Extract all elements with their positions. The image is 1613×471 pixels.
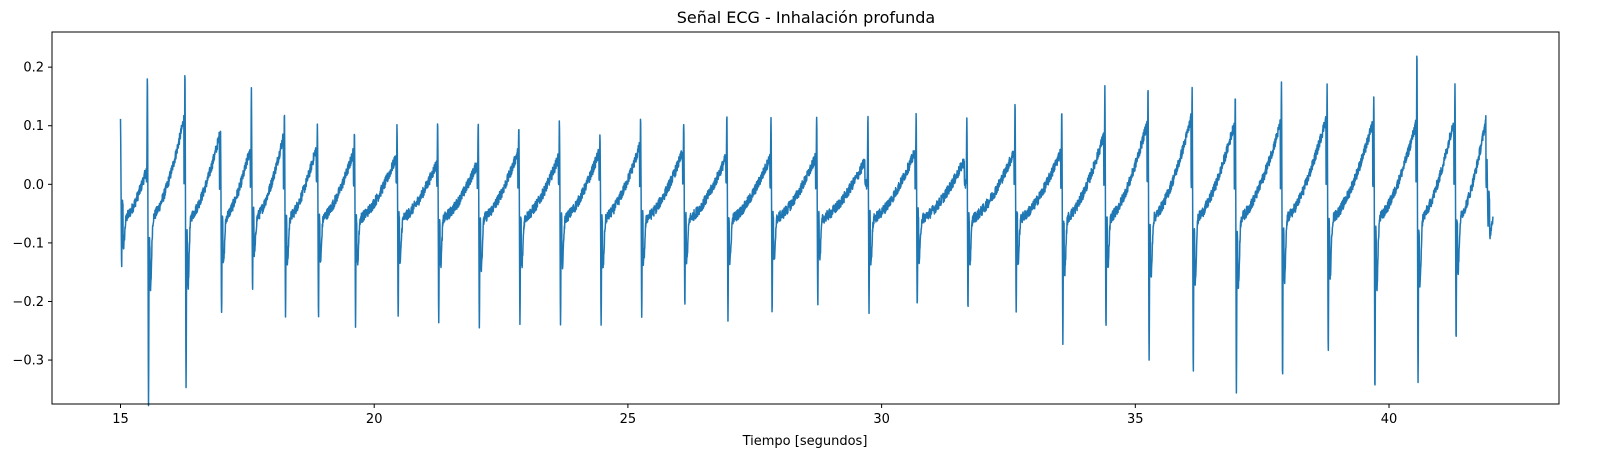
y-tick-label: −0.1 xyxy=(12,236,44,251)
x-tick-label: 35 xyxy=(1127,412,1144,427)
x-tick-label: 25 xyxy=(620,412,637,427)
x-tick-label: 40 xyxy=(1381,412,1398,427)
y-tick-label: −0.3 xyxy=(12,354,44,369)
x-tick-label: 30 xyxy=(873,412,890,427)
y-tick-label: 0.1 xyxy=(23,119,44,134)
x-axis: 15 20 25 30 35 40 xyxy=(112,404,1397,427)
x-axis-label: Tiempo [segundos] xyxy=(742,434,868,449)
x-tick-label: 15 xyxy=(112,412,129,427)
chart-title: Señal ECG - Inhalación profunda xyxy=(677,8,935,27)
ecg-signal-line xyxy=(119,55,1494,407)
y-tick-label: 0.0 xyxy=(23,178,44,193)
plot-area xyxy=(119,55,1494,407)
y-axis: −0.3 −0.2 −0.1 0.0 0.1 0.2 xyxy=(12,61,52,369)
x-tick-label: 20 xyxy=(366,412,383,427)
y-tick-label: −0.2 xyxy=(12,295,44,310)
axes-frame xyxy=(51,31,1560,405)
y-tick-label: 0.2 xyxy=(23,61,44,76)
